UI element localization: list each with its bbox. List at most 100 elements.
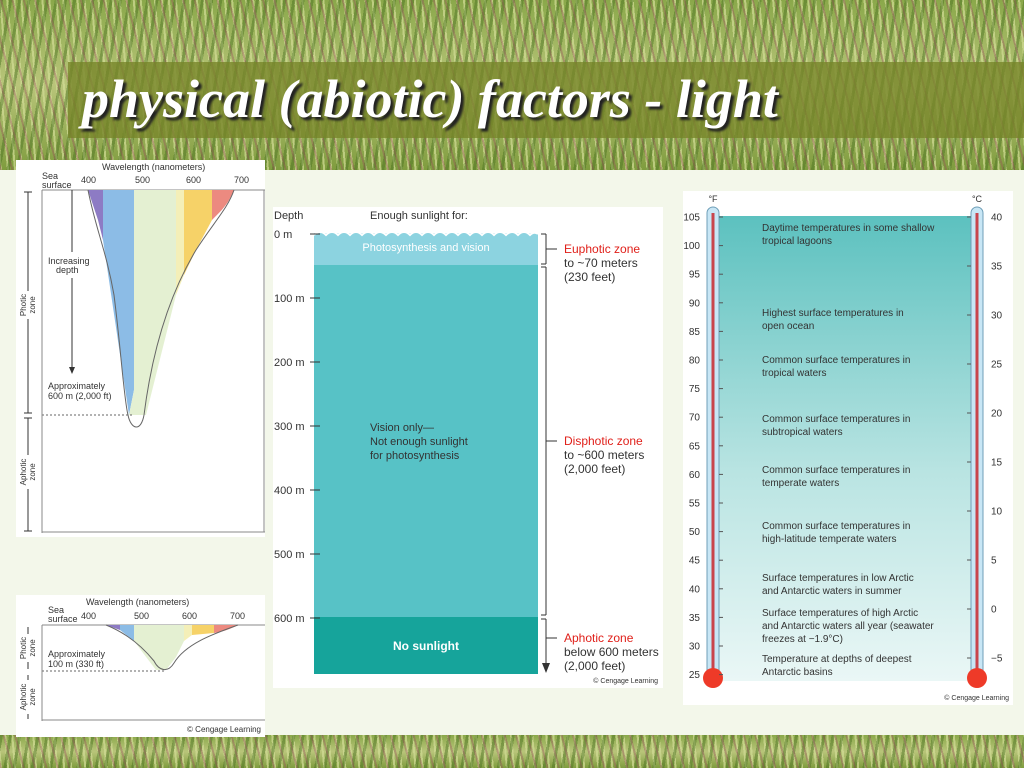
note-low-arctic-line2: and Antarctic waters in summer	[762, 586, 902, 597]
note-open-ocean-line2: open ocean	[762, 321, 814, 332]
green-band	[134, 625, 184, 670]
temperature-notes: Daytime temperatures in some shallow tro…	[762, 223, 935, 678]
depth-tick-label-600: 600 m	[274, 613, 305, 625]
celsius-tick-label: 5	[991, 556, 997, 567]
layer2-label-line3: for photosynthesis	[370, 450, 460, 462]
note-low-arctic-line1: Surface temperatures in low Arctic	[762, 573, 914, 584]
euphotic-zone-name: Euphotic zone	[564, 242, 640, 256]
tick-700: 700	[230, 611, 245, 621]
photic-zone-label: Photic zone	[18, 291, 37, 319]
aphotic-zone-label: Aphotic zone	[18, 680, 37, 714]
aphotic-arrow-head	[542, 663, 550, 673]
disphotic-zone-name: Disphotic zone	[564, 434, 643, 448]
celsius-tick-label: −5	[991, 654, 1003, 665]
sea-label-line2: surface	[48, 614, 78, 624]
fahrenheit-tick-label: 75	[689, 384, 701, 395]
fahrenheit-scale: 105 100 95 90 85 80 75 70 65 60 55 50 45 40 35 30 25	[683, 213, 723, 681]
celsius-unit: °C	[972, 194, 983, 204]
depth-header: Depth	[274, 210, 303, 222]
sea-label-line1: Sea	[48, 605, 64, 615]
depth-tick-label-500: 500 m	[274, 549, 305, 561]
blue-band	[120, 625, 134, 641]
tick-700: 700	[234, 175, 249, 185]
increasing-depth-line2: depth	[56, 265, 79, 275]
blue-band	[103, 190, 134, 415]
sea-label-line2: surface	[42, 180, 72, 190]
orange-band	[192, 625, 214, 635]
fahrenheit-tick-label: 55	[689, 499, 701, 510]
ocean-light-zones-panel: Depth Enough sunlight for: Photosynthesi…	[273, 207, 663, 688]
fahrenheit-tick-label: 40	[689, 584, 701, 595]
water-surface-wave	[313, 231, 539, 237]
photic-label-line2: zone	[28, 296, 37, 314]
fahrenheit-tick-label: 65	[689, 441, 701, 452]
spectrum-bands	[105, 624, 239, 670]
increasing-depth-line1: Increasing	[48, 256, 90, 266]
note-high-arctic-line3: freezes at −1.9°C)	[762, 634, 843, 645]
euphotic-zone-feet: (230 feet)	[564, 270, 615, 284]
note-high-arctic-line2: and Antarctic waters all year (seawater	[762, 621, 934, 632]
fahrenheit-tick-label: 100	[683, 241, 700, 252]
layer2-label-line2: Not enough sunlight	[370, 436, 468, 448]
red-band	[212, 190, 234, 220]
spectrum-bands	[87, 189, 235, 428]
fahrenheit-bulb	[703, 668, 723, 688]
tick-500: 500	[134, 611, 149, 621]
note-lagoons-line1: Daytime temperatures in some shallow	[762, 223, 935, 234]
euphotic-layer	[314, 233, 538, 265]
fahrenheit-tick-label: 45	[689, 556, 701, 567]
fahrenheit-unit: °F	[708, 194, 718, 204]
disphotic-zone-depth: to ~600 meters	[564, 448, 644, 462]
note-temperate-line1: Common surface temperatures in	[762, 465, 910, 476]
aphotic-label-bg	[18, 455, 36, 489]
celsius-tick-label: 25	[991, 360, 1003, 371]
fahrenheit-tick-label: 25	[689, 670, 701, 681]
note-open-ocean-line1: Highest surface temperatures in	[762, 308, 904, 319]
note-deep-antarctic-line1: Temperature at depths of deepest	[762, 654, 912, 665]
note-deep-antarctic-line2: Antarctic basins	[762, 667, 833, 678]
tick-400: 400	[81, 611, 96, 621]
celsius-tick-label: 15	[991, 458, 1003, 469]
ocean-light-zones-diagram: Depth Enough sunlight for: Photosynthesi…	[274, 210, 659, 685]
zone-brackets	[541, 233, 557, 673]
credit-text: © Cengage Learning	[187, 725, 261, 734]
note-tropical-line2: tropical waters	[762, 368, 826, 379]
aphotic-label-line2: zone	[28, 688, 37, 706]
tick-600: 600	[182, 611, 197, 621]
sea-label-line1: Sea	[42, 171, 58, 181]
wavelength-label: Wavelength (nanometers)	[102, 162, 205, 172]
approx-line2: 600 m (2,000 ft)	[48, 391, 112, 401]
violet-band	[88, 190, 103, 240]
photic-label-bg	[18, 291, 36, 319]
temperature-gradient-band	[714, 216, 978, 681]
fahrenheit-tick-label: 30	[689, 642, 701, 653]
note-lagoons-line2: tropical lagoons	[762, 236, 832, 247]
yellow-band	[184, 625, 192, 641]
tick-600: 600	[186, 175, 201, 185]
fahrenheit-mercury	[711, 213, 715, 675]
aphotic-zone-name: Aphotic zone	[564, 631, 634, 645]
photic-label-bg	[18, 634, 36, 662]
aphotic-zone-label: Aphotic zone	[18, 455, 37, 489]
fahrenheit-tick-label: 105	[683, 213, 700, 224]
fahrenheit-tick-label: 85	[689, 327, 701, 338]
aphotic-zone-feet: (2,000 feet)	[564, 659, 625, 673]
celsius-bulb	[967, 668, 987, 688]
aphotic-zone-depth: below 600 meters	[564, 645, 659, 659]
wavelength-label: Wavelength (nanometers)	[86, 597, 189, 607]
note-temperate-line2: temperate waters	[762, 478, 839, 489]
depth-tick-label-400: 400 m	[274, 485, 305, 497]
yellow-band	[176, 190, 184, 295]
note-high-latitude-line1: Common surface temperatures in	[762, 521, 910, 532]
layer2-label-line1: Vision only—	[370, 422, 434, 434]
approx-line1: Approximately	[48, 381, 106, 391]
approx-line1: Approximately	[48, 649, 106, 659]
celsius-tick-label: 35	[991, 262, 1003, 273]
slide-title: physical (abiotic) factors - light	[82, 69, 778, 129]
aphotic-label-line2: zone	[28, 463, 37, 481]
title-band	[68, 62, 1024, 138]
ocean-temperature-panel: °F °C 105 100 95 90 85 80 75 70 65 60 55 50 45 40 35 30…	[683, 191, 1013, 705]
aphotic-label-line1: Aphotic	[19, 684, 28, 711]
credit-text: © Cengage Learning	[593, 677, 658, 685]
celsius-tick-label: 10	[991, 507, 1003, 518]
